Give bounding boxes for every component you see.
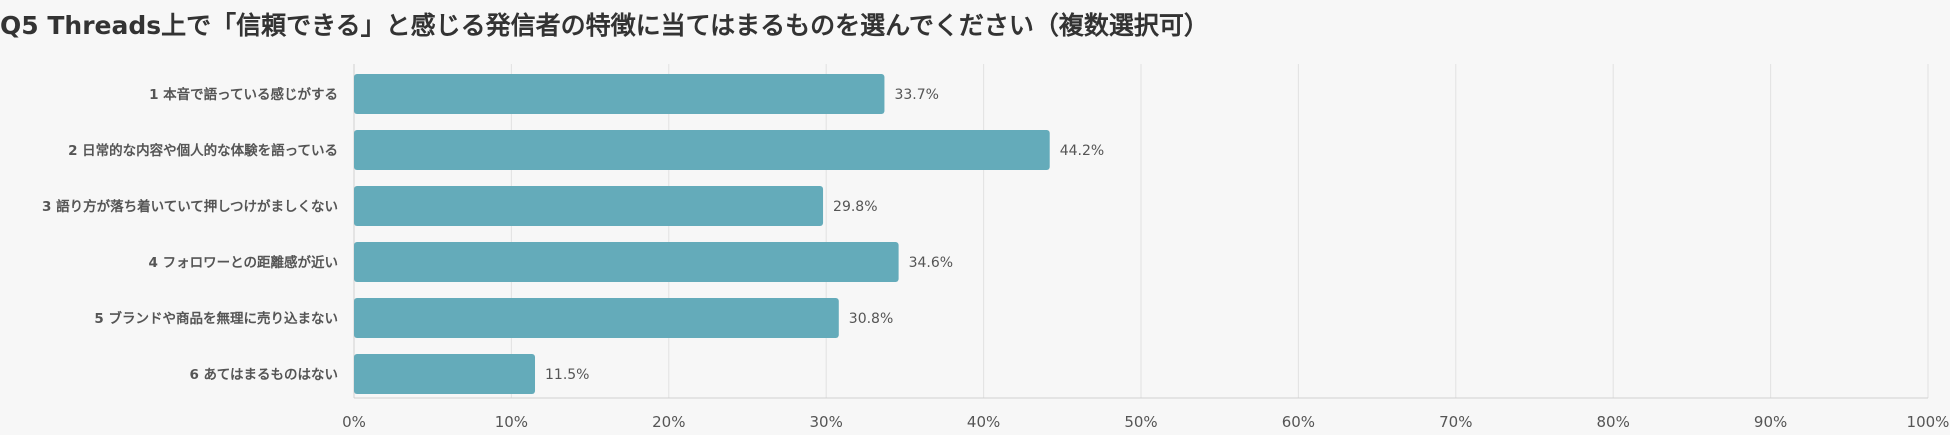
bar-value-label: 30.8% <box>849 311 893 327</box>
x-tick-label: 30% <box>810 413 843 431</box>
category-labels: 1 本音で語っている感じがする 2 日常的な内容や個人的な体験を語っている 3 語り… <box>42 86 338 383</box>
bar <box>354 130 1050 170</box>
chart-title: Q5 Threads上で「信頼できる」と感じる発信者の特徴に当てはまるものを選ん… <box>0 11 1209 40</box>
category-label: 6 あてはまるものはない <box>189 367 338 383</box>
category-label: 2 日常的な内容や個人的な体験を語っている <box>68 142 338 159</box>
category-label: 4 フォロワーとの距離感が近い <box>149 254 338 271</box>
bar <box>354 354 536 394</box>
bar-value-label: 11.5% <box>545 367 589 383</box>
x-tick-label: 100% <box>1907 413 1950 431</box>
x-tick-label: 10% <box>495 413 528 431</box>
bar-value-label: 34.6% <box>909 255 953 271</box>
category-label: 3 語り方が落ち着いていて押しつけがましくない <box>42 198 338 215</box>
x-tick-label: 20% <box>652 413 685 431</box>
bars: 33.7% 44.2% 29.8% 34.6% 30.8% 11.5% <box>354 74 1104 394</box>
bar <box>354 298 839 338</box>
grid-lines <box>353 64 1929 399</box>
bar-value-label: 29.8% <box>833 199 877 215</box>
bar <box>354 242 899 282</box>
bar <box>354 186 824 226</box>
bar-value-label: 44.2% <box>1060 143 1104 159</box>
x-tick-label: 60% <box>1282 413 1315 431</box>
x-tick-label: 50% <box>1124 413 1157 431</box>
x-tick-label: 70% <box>1439 413 1472 431</box>
x-tick-label: 90% <box>1754 413 1787 431</box>
category-label: 5 ブランドや商品を無理に売り込まない <box>94 310 338 327</box>
bar-value-label: 33.7% <box>894 87 938 103</box>
bar <box>354 74 885 114</box>
x-tick-label: 40% <box>967 413 1000 431</box>
x-axis-ticks: 0% 10% 20% 30% 40% 50% 60% 70% 80% 90% 100% <box>342 413 1949 431</box>
x-tick-label: 0% <box>342 413 366 431</box>
x-tick-label: 80% <box>1597 413 1630 431</box>
category-label: 1 本音で語っている感じがする <box>149 86 338 103</box>
